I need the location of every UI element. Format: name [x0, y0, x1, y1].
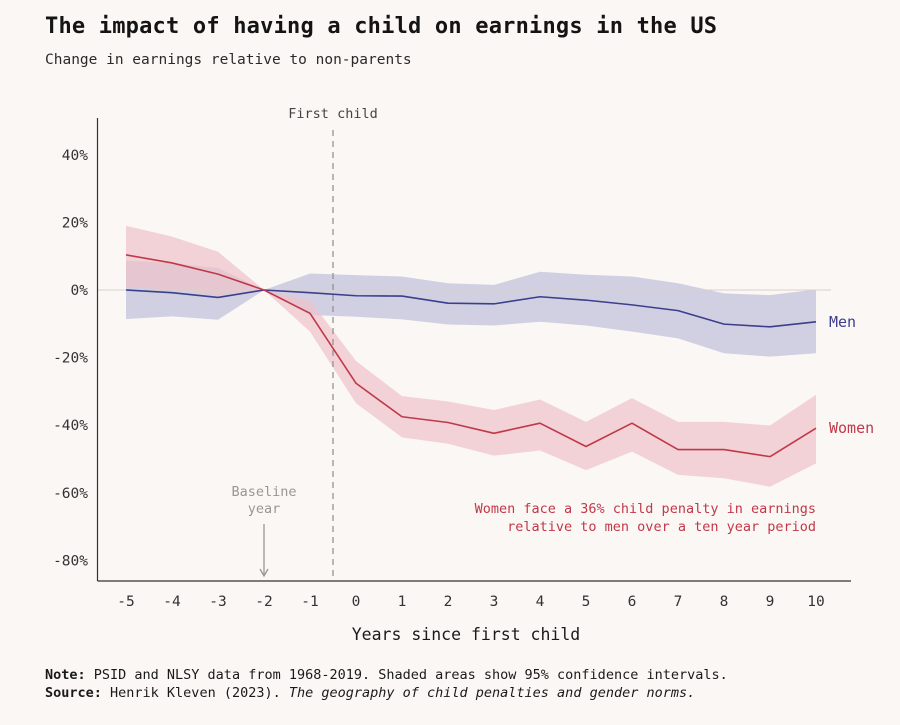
- source-label: Source:: [45, 685, 102, 701]
- x-axis-title: Years since first child: [352, 625, 580, 644]
- baseline-arrow-icon: [259, 524, 269, 578]
- penalty-annotation-line1: Women face a 36% child penalty in earnin…: [475, 501, 816, 517]
- source-title: The geography of child penalties and gen…: [288, 685, 696, 701]
- source-text: Henrik Kleven (2023).: [101, 685, 289, 701]
- x-tick-label: 1: [398, 594, 407, 610]
- source-line: Source: Henrik Kleven (2023). The geogra…: [45, 684, 728, 702]
- chart-subtitle: Change in earnings relative to non-paren…: [45, 52, 412, 68]
- x-tick-label: 2: [444, 594, 453, 610]
- x-tick-label: 10: [807, 594, 824, 610]
- y-tick-label: 40%: [62, 148, 88, 164]
- y-tick-label: -60%: [53, 486, 88, 502]
- first-child-label: First child: [288, 106, 377, 122]
- penalty-annotation-line2: relative to men over a ten year period: [507, 519, 816, 535]
- confidence-band-men: [126, 260, 816, 357]
- x-tick-label: 8: [720, 594, 729, 610]
- x-tick-label: 9: [766, 594, 775, 610]
- x-tick-label: 5: [582, 594, 591, 610]
- x-tick-label: -2: [255, 594, 272, 610]
- x-tick-label: -3: [209, 594, 226, 610]
- y-tick-label: -80%: [53, 553, 88, 569]
- series-label-men: Men: [829, 313, 856, 331]
- note-label: Note:: [45, 667, 86, 683]
- chart-footer: Note: PSID and NLSY data from 1968-2019.…: [45, 666, 728, 702]
- y-tick-label: -20%: [53, 351, 88, 367]
- x-tick-label: 4: [536, 594, 545, 610]
- x-tick-label: 0: [352, 594, 361, 610]
- x-tick-label: -4: [163, 594, 181, 610]
- confidence-band-women: [126, 225, 816, 487]
- y-tick-label: 0%: [71, 283, 89, 299]
- x-tick-label: -1: [301, 594, 318, 610]
- series-line-women: [125, 254, 817, 458]
- x-tick-label: 3: [490, 594, 499, 610]
- x-tick-label: 7: [674, 594, 683, 610]
- y-tick-label: 20%: [62, 215, 88, 231]
- baseline-year-label-line1: Baseline: [231, 484, 296, 500]
- x-tick-label: -5: [117, 594, 134, 610]
- note-text: PSID and NLSY data from 1968-2019. Shade…: [85, 667, 728, 683]
- x-tick-label: 6: [628, 594, 637, 610]
- baseline-arrow-head: [259, 568, 269, 578]
- y-tick-label: -40%: [53, 418, 88, 434]
- note-line: Note: PSID and NLSY data from 1968-2019.…: [45, 666, 728, 684]
- series-line-men: [125, 289, 817, 328]
- series-label-women: Women: [829, 419, 874, 437]
- chart-title: The impact of having a child on earnings…: [45, 14, 718, 39]
- baseline-year-label-line2: year: [248, 501, 281, 517]
